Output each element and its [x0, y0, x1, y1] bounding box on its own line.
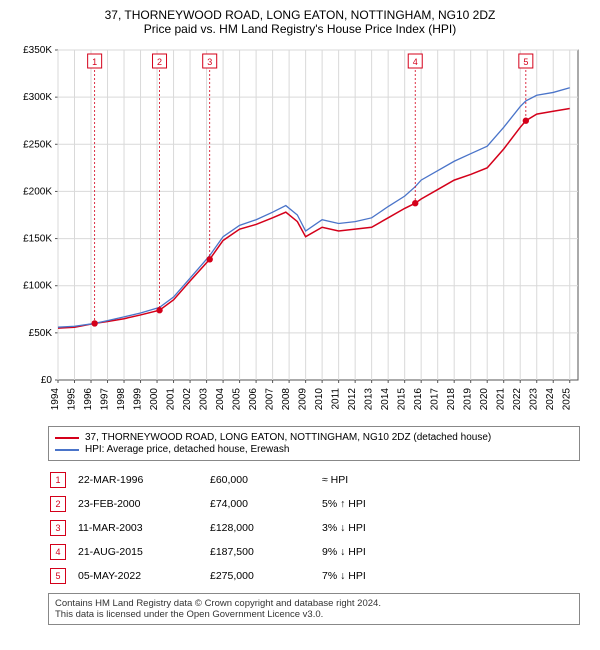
legend-item: 37, THORNEYWOOD ROAD, LONG EATON, NOTTIN… [55, 432, 573, 443]
chart-container: 37, THORNEYWOOD ROAD, LONG EATON, NOTTIN… [0, 0, 600, 625]
svg-text:5: 5 [523, 57, 528, 67]
svg-text:1: 1 [92, 57, 97, 67]
legend-swatch [55, 449, 79, 451]
event-delta: 7% ↓ HPI [322, 565, 376, 587]
event-price: £128,000 [210, 517, 320, 539]
event-price: £275,000 [210, 565, 320, 587]
event-price: £187,500 [210, 541, 320, 563]
svg-text:2016: 2016 [413, 388, 424, 411]
events-table: 1 22-MAR-1996£60,000≈ HPI 2 23-FEB-2000£74,… [48, 467, 378, 589]
legend-label: HPI: Average price, detached house, Erew… [85, 444, 289, 455]
svg-text:2002: 2002 [182, 388, 193, 411]
svg-text:2008: 2008 [281, 388, 292, 411]
event-price: £74,000 [210, 493, 320, 515]
svg-text:2022: 2022 [512, 388, 523, 411]
event-delta: 5% ↑ HPI [322, 493, 376, 515]
svg-text:2003: 2003 [199, 388, 210, 411]
legend-swatch [55, 437, 79, 439]
svg-text:2014: 2014 [380, 388, 391, 411]
svg-text:2009: 2009 [298, 388, 309, 411]
svg-text:£0: £0 [41, 375, 53, 386]
svg-text:1999: 1999 [133, 388, 144, 411]
svg-text:£250K: £250K [23, 139, 52, 150]
svg-text:2012: 2012 [347, 388, 358, 411]
event-row: 3 11-MAR-2003£128,0003% ↓ HPI [50, 517, 376, 539]
svg-text:2004: 2004 [215, 388, 226, 411]
chart-plot: £0 £50K £100K £150K £200K £250K £300K £350K 1994… [10, 40, 590, 420]
legend-label: 37, THORNEYWOOD ROAD, LONG EATON, NOTTIN… [85, 432, 491, 443]
event-row: 2 23-FEB-2000£74,0005% ↑ HPI [50, 493, 376, 515]
svg-text:£200K: £200K [23, 186, 52, 197]
svg-text:£50K: £50K [29, 328, 53, 339]
svg-text:£150K: £150K [23, 234, 52, 245]
svg-text:2019: 2019 [463, 388, 474, 411]
svg-text:2023: 2023 [529, 388, 540, 411]
event-date: 05-MAY-2022 [78, 565, 208, 587]
event-marker-number: 2 [50, 496, 66, 512]
event-marker-number: 1 [50, 472, 66, 488]
event-delta: 9% ↓ HPI [322, 541, 376, 563]
event-row: 5 05-MAY-2022£275,0007% ↓ HPI [50, 565, 376, 587]
svg-text:£300K: £300K [23, 92, 52, 103]
event-row: 1 22-MAR-1996£60,000≈ HPI [50, 469, 376, 491]
svg-text:1998: 1998 [116, 388, 127, 411]
svg-text:£350K: £350K [23, 45, 52, 56]
event-delta: ≈ HPI [322, 469, 376, 491]
event-marker-number: 3 [50, 520, 66, 536]
svg-text:2001: 2001 [166, 388, 177, 411]
svg-text:1994: 1994 [50, 388, 61, 411]
svg-text:2010: 2010 [314, 388, 325, 411]
svg-text:2013: 2013 [364, 388, 375, 411]
event-price: £60,000 [210, 469, 320, 491]
svg-text:£100K: £100K [23, 281, 52, 292]
footer-line-1: Contains HM Land Registry data © Crown c… [55, 598, 573, 609]
attribution-footer: Contains HM Land Registry data © Crown c… [48, 593, 580, 625]
svg-text:2024: 2024 [545, 388, 556, 411]
event-marker-number: 5 [50, 568, 66, 584]
event-date: 22-MAR-1996 [78, 469, 208, 491]
chart-subtitle: Price paid vs. HM Land Registry's House … [10, 22, 590, 36]
svg-text:2021: 2021 [496, 388, 507, 411]
title-block: 37, THORNEYWOOD ROAD, LONG EATON, NOTTIN… [0, 0, 600, 40]
svg-text:2000: 2000 [149, 388, 160, 411]
svg-text:2: 2 [157, 57, 162, 67]
svg-text:2011: 2011 [331, 388, 342, 410]
svg-text:1996: 1996 [83, 388, 94, 411]
svg-text:2005: 2005 [232, 388, 243, 411]
event-date: 11-MAR-2003 [78, 517, 208, 539]
svg-text:2018: 2018 [446, 388, 457, 411]
event-date: 21-AUG-2015 [78, 541, 208, 563]
svg-text:2017: 2017 [430, 388, 441, 411]
svg-text:2006: 2006 [248, 388, 259, 411]
footer-line-2: This data is licensed under the Open Gov… [55, 609, 573, 620]
legend-item: HPI: Average price, detached house, Erew… [55, 444, 573, 455]
svg-text:3: 3 [207, 57, 212, 67]
svg-text:2020: 2020 [479, 388, 490, 411]
legend: 37, THORNEYWOOD ROAD, LONG EATON, NOTTIN… [48, 426, 580, 461]
event-marker-number: 4 [50, 544, 66, 560]
svg-text:2015: 2015 [397, 388, 408, 411]
event-delta: 3% ↓ HPI [322, 517, 376, 539]
svg-text:1997: 1997 [100, 388, 111, 411]
svg-text:2007: 2007 [265, 388, 276, 411]
chart-title-address: 37, THORNEYWOOD ROAD, LONG EATON, NOTTIN… [10, 8, 590, 22]
svg-text:2025: 2025 [562, 388, 573, 411]
event-date: 23-FEB-2000 [78, 493, 208, 515]
event-row: 4 21-AUG-2015£187,5009% ↓ HPI [50, 541, 376, 563]
svg-text:1995: 1995 [67, 388, 78, 411]
svg-text:4: 4 [413, 57, 418, 67]
